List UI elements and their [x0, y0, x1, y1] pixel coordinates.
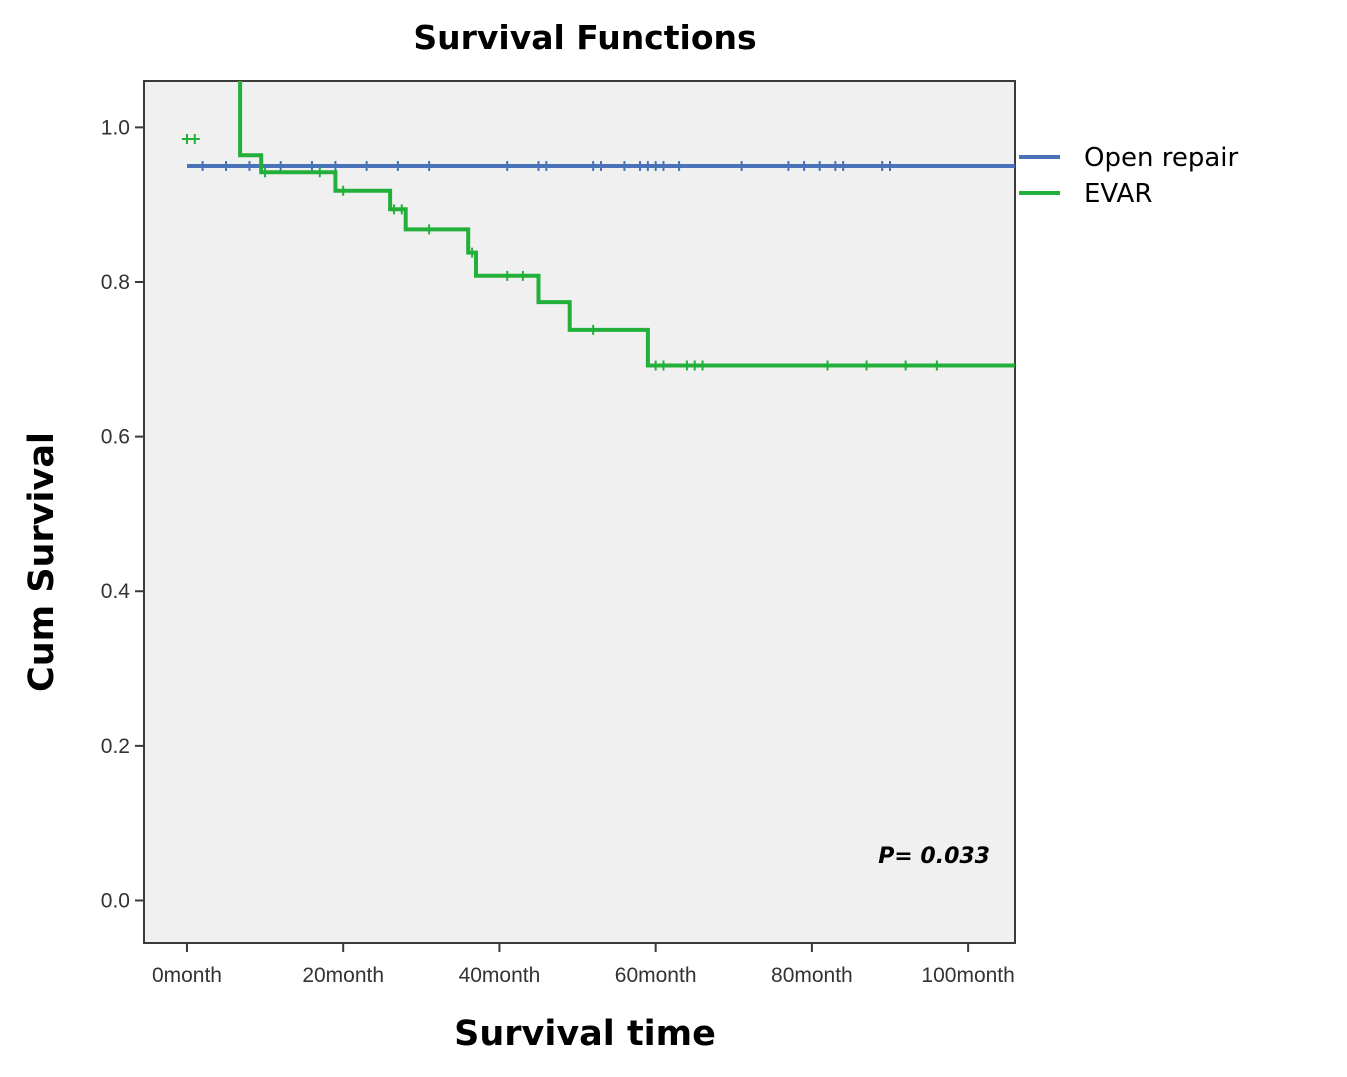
censor-mark — [541, 161, 552, 172]
series-layer — [181, 81, 1015, 371]
censor-mark — [595, 161, 606, 172]
censor-mark — [502, 270, 513, 281]
censor-mark — [783, 161, 794, 172]
censor-mark — [658, 161, 669, 172]
y-axis: 0.0 0.2 0.4 0.6 0.8 1.0 — [101, 116, 144, 912]
censor-mark — [697, 360, 708, 371]
chart-title: Survival Functions — [413, 18, 756, 57]
plot-area — [143, 80, 1016, 944]
censor-mark — [330, 161, 341, 172]
censor-mark — [674, 161, 685, 172]
y-tick-label: 1.0 — [101, 116, 130, 139]
censor-mark — [306, 161, 317, 172]
censor-mark — [799, 161, 810, 172]
censor-mark — [338, 185, 349, 196]
x-tick-label: 60month — [615, 964, 697, 987]
y-tick-label: 0.0 — [101, 889, 130, 912]
censor-mark — [588, 324, 599, 335]
p-value-annotation: P= 0.033 — [878, 844, 990, 869]
legend-label: EVAR — [1084, 179, 1152, 209]
x-tick-label: 40month — [459, 964, 541, 987]
censor-mark — [197, 161, 208, 172]
censor-mark — [424, 224, 435, 235]
y-tick-label: 0.4 — [101, 580, 131, 603]
censor-mark — [861, 360, 872, 371]
x-tick-label: 80month — [771, 964, 853, 987]
x-axis-title: Survival time — [454, 1014, 716, 1054]
censor-mark — [244, 161, 255, 172]
x-tick-label: 20month — [302, 964, 384, 987]
censor-mark — [658, 360, 669, 371]
y-axis-title: Cum Survival — [22, 432, 62, 692]
censor-mark — [361, 161, 372, 172]
censor-mark — [260, 167, 271, 178]
censor-mark — [814, 161, 825, 172]
x-axis: 0month 20month 40month 60month 80month 100mon… — [152, 943, 1015, 987]
censor-mark — [517, 270, 528, 281]
survival-curve-evar — [238, 81, 1015, 368]
y-tick-label: 0.6 — [101, 426, 130, 449]
series-open-repair — [187, 161, 1015, 172]
y-tick-label: 0.8 — [101, 271, 130, 294]
y-tick-label: 0.2 — [101, 735, 130, 758]
censor-mark — [736, 161, 747, 172]
censor-mark — [619, 161, 630, 172]
censor-mark — [392, 161, 403, 172]
censor-mark — [314, 167, 325, 178]
censor-mark — [396, 204, 407, 215]
censor-mark — [424, 161, 435, 172]
x-tick-label: 0month — [152, 964, 222, 987]
censor-mark — [275, 161, 286, 172]
censor-mark — [838, 161, 849, 172]
series-evar — [181, 81, 1015, 371]
censor-mark — [189, 133, 200, 144]
censor-mark — [900, 360, 911, 371]
censor-mark — [885, 161, 896, 172]
censor-mark — [502, 161, 513, 172]
censor-mark — [221, 161, 232, 172]
censor-mark — [931, 360, 942, 371]
x-tick-label: 100month — [921, 964, 1014, 987]
censor-mark — [822, 360, 833, 371]
censor-mark — [467, 247, 478, 258]
legend-label: Open repair — [1084, 143, 1238, 173]
legend: Open repair EVAR — [1019, 143, 1238, 209]
